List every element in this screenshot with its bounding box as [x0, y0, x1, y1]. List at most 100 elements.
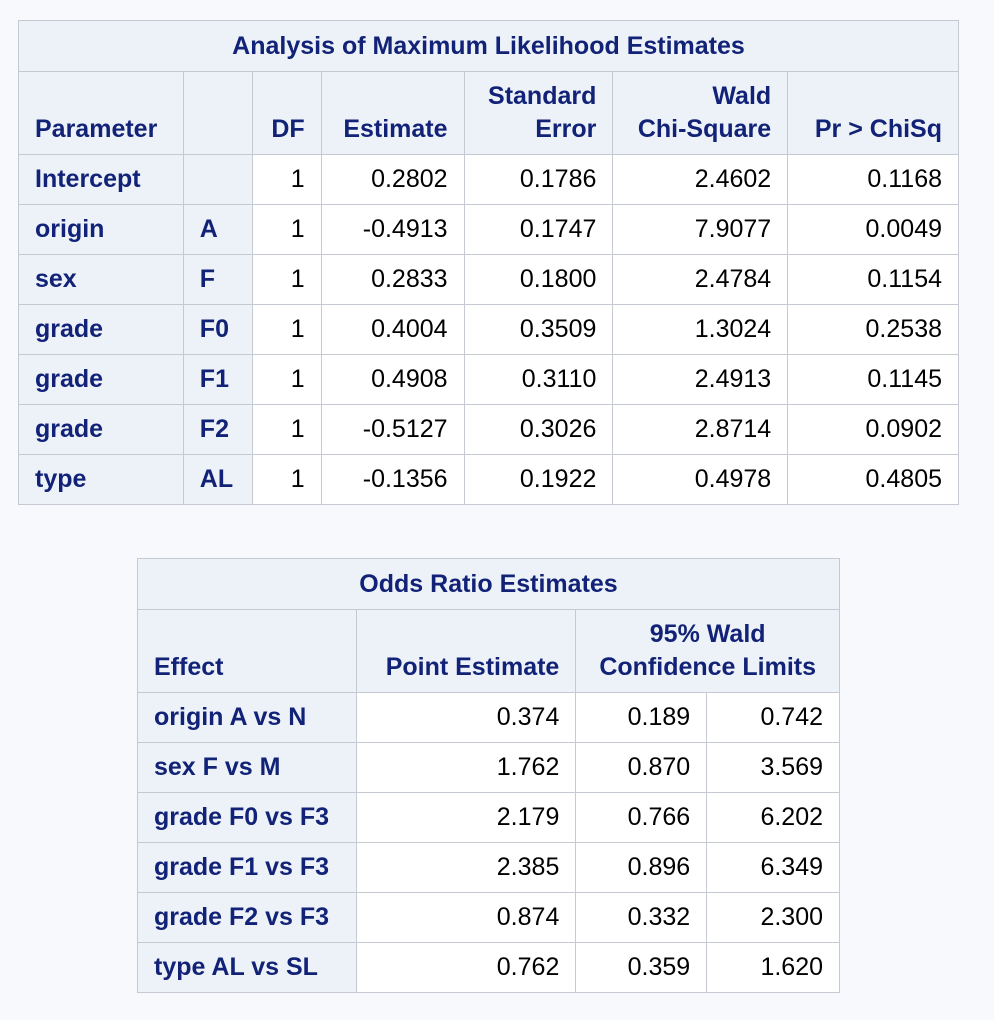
row-lower-limit: 0.870: [575, 742, 708, 793]
row-level: AL: [182, 454, 253, 505]
row-std-error: 0.3509: [463, 304, 614, 355]
row-effect: sex F vs M: [137, 742, 357, 793]
mle-table-title: Analysis of Maximum Likelihood Estimates: [18, 20, 959, 72]
row-point-estimate: 0.874: [355, 892, 577, 943]
row-std-error: 0.1747: [463, 204, 614, 255]
row-std-error: 0.1800: [463, 254, 614, 305]
row-df: 1: [251, 404, 322, 455]
header-wald-line1: Wald: [712, 82, 772, 110]
row-parameter: Intercept: [18, 154, 184, 205]
row-p-value: 0.2538: [787, 304, 959, 355]
row-std-error: 0.1786: [463, 154, 614, 205]
table-row: grade F0 1 0.4004 0.3509 1.3024 0.2538: [18, 304, 959, 355]
header-effect: Effect: [137, 609, 357, 693]
table-row: grade F1 vs F3 2.385 0.896 6.349: [137, 842, 840, 893]
row-effect: grade F2 vs F3: [137, 892, 357, 943]
row-estimate: 0.2833: [320, 254, 465, 305]
row-parameter: grade: [18, 404, 184, 455]
row-level: F0: [182, 304, 253, 355]
row-df: 1: [251, 354, 322, 405]
row-effect: grade F1 vs F3: [137, 842, 357, 893]
odds-table-title: Odds Ratio Estimates: [137, 558, 840, 610]
row-point-estimate: 2.385: [355, 842, 577, 893]
row-df: 1: [251, 204, 322, 255]
row-estimate: 0.4004: [320, 304, 465, 355]
row-wald-chisq: 7.9077: [612, 204, 789, 255]
header-std-error-line1: Standard: [488, 82, 597, 110]
row-effect: grade F0 vs F3: [137, 792, 357, 843]
row-lower-limit: 0.896: [575, 842, 708, 893]
row-point-estimate: 2.179: [355, 792, 577, 843]
row-p-value: 0.1145: [787, 354, 959, 405]
row-upper-limit: 2.300: [706, 892, 840, 943]
table-row: origin A vs N 0.374 0.189 0.742: [137, 692, 840, 743]
row-wald-chisq: 1.3024: [612, 304, 789, 355]
header-std-error: Standard Error: [463, 71, 614, 155]
row-df: 1: [251, 254, 322, 305]
row-wald-chisq: 2.4602: [612, 154, 789, 205]
row-wald-chisq: 0.4978: [612, 454, 789, 505]
row-parameter: type: [18, 454, 184, 505]
row-parameter: grade: [18, 354, 184, 405]
row-parameter: grade: [18, 304, 184, 355]
table-row: sex F vs M 1.762 0.870 3.569: [137, 742, 840, 793]
header-point-estimate: Point Estimate: [355, 609, 577, 693]
row-estimate: -0.1356: [320, 454, 465, 505]
row-std-error: 0.3026: [463, 404, 614, 455]
header-ci-line2: Confidence Limits: [599, 653, 817, 681]
row-point-estimate: 0.762: [355, 942, 577, 993]
row-std-error: 0.3110: [463, 354, 614, 405]
row-upper-limit: 1.620: [706, 942, 840, 993]
row-p-value: 0.1168: [787, 154, 959, 205]
table-row: origin A 1 -0.4913 0.1747 7.9077 0.0049: [18, 204, 959, 255]
row-estimate: 0.4908: [320, 354, 465, 405]
row-level: F: [182, 254, 253, 305]
header-confidence-limits: 95% Wald Confidence Limits: [575, 609, 840, 693]
row-estimate: 0.2802: [320, 154, 465, 205]
row-wald-chisq: 2.4784: [612, 254, 789, 305]
row-effect: origin A vs N: [137, 692, 357, 743]
row-wald-chisq: 2.4913: [612, 354, 789, 405]
table-row: grade F1 1 0.4908 0.3110 2.4913 0.1145: [18, 354, 959, 405]
row-level: F2: [182, 404, 253, 455]
row-p-value: 0.4805: [787, 454, 959, 505]
row-upper-limit: 6.202: [706, 792, 840, 843]
odds-ratio-table: Odds Ratio Estimates Effect Point Estima…: [137, 558, 840, 993]
header-df: DF: [251, 71, 322, 155]
header-parameter: Parameter: [18, 71, 184, 155]
row-level: F1: [182, 354, 253, 405]
row-wald-chisq: 2.8714: [612, 404, 789, 455]
table-row: sex F 1 0.2833 0.1800 2.4784 0.1154: [18, 254, 959, 305]
row-df: 1: [251, 154, 322, 205]
row-estimate: -0.5127: [320, 404, 465, 455]
table-row: type AL 1 -0.1356 0.1922 0.4978 0.4805: [18, 454, 959, 505]
row-std-error: 0.1922: [463, 454, 614, 505]
row-df: 1: [251, 454, 322, 505]
row-lower-limit: 0.189: [575, 692, 708, 743]
header-ci-line1: 95% Wald: [649, 620, 766, 648]
row-parameter: sex: [18, 254, 184, 305]
row-point-estimate: 0.374: [355, 692, 577, 743]
row-p-value: 0.0902: [787, 404, 959, 455]
row-point-estimate: 1.762: [355, 742, 577, 793]
row-level: A: [182, 204, 253, 255]
row-effect: type AL vs SL: [137, 942, 357, 993]
header-std-error-line2: Error: [535, 115, 597, 143]
row-level: [182, 154, 253, 205]
table-row: grade F2 1 -0.5127 0.3026 2.8714 0.0902: [18, 404, 959, 455]
mle-table: Analysis of Maximum Likelihood Estimates…: [18, 20, 959, 505]
row-df: 1: [251, 304, 322, 355]
header-wald-line2: Chi-Square: [637, 115, 772, 143]
row-lower-limit: 0.359: [575, 942, 708, 993]
header-level: [182, 71, 253, 155]
header-p-value: Pr > ChiSq: [787, 71, 959, 155]
row-lower-limit: 0.766: [575, 792, 708, 843]
header-wald-chisq: Wald Chi-Square: [612, 71, 789, 155]
row-parameter: origin: [18, 204, 184, 255]
table-row: type AL vs SL 0.762 0.359 1.620: [137, 942, 840, 993]
row-p-value: 0.0049: [787, 204, 959, 255]
row-lower-limit: 0.332: [575, 892, 708, 943]
table-row: grade F0 vs F3 2.179 0.766 6.202: [137, 792, 840, 843]
row-estimate: -0.4913: [320, 204, 465, 255]
row-upper-limit: 6.349: [706, 842, 840, 893]
